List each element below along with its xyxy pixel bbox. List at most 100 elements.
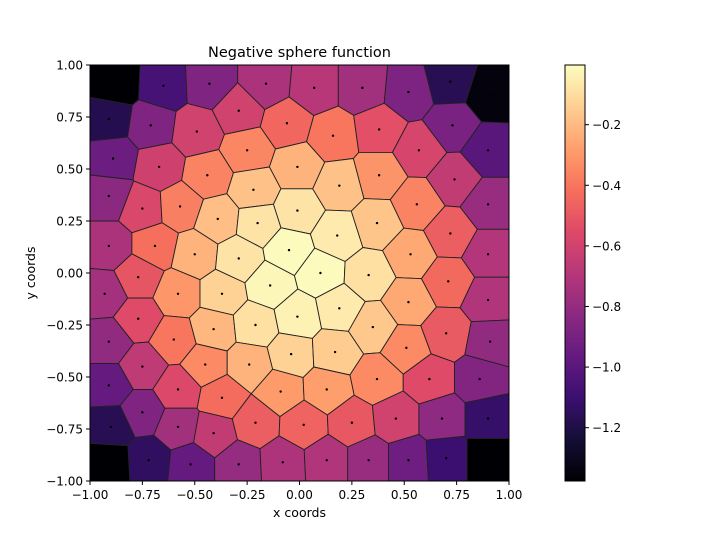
x-tick-label: 0.00 xyxy=(286,488,313,502)
seed-point xyxy=(157,165,161,169)
seed-point xyxy=(338,184,341,187)
seed-point xyxy=(409,253,412,256)
seed-point xyxy=(449,232,452,235)
seed-point xyxy=(176,292,180,295)
seed-point xyxy=(325,459,328,462)
seed-point xyxy=(449,80,452,83)
seed-point xyxy=(488,92,492,96)
voronoi-cell xyxy=(466,437,509,481)
seed-point xyxy=(178,205,182,208)
seed-point xyxy=(208,82,211,85)
seed-point xyxy=(153,244,157,248)
x-tick-label: −0.50 xyxy=(176,488,213,502)
seed-point xyxy=(486,149,490,152)
y-tick-label: −0.75 xyxy=(46,423,83,437)
seed-point xyxy=(172,338,175,341)
seed-point xyxy=(109,425,113,429)
seed-point xyxy=(377,174,381,177)
y-tick-label: −0.25 xyxy=(46,319,83,333)
seed-point xyxy=(141,365,144,368)
seed-point xyxy=(248,363,251,366)
seed-point xyxy=(204,363,207,366)
seed-point xyxy=(237,463,240,466)
seed-point xyxy=(488,340,492,343)
seed-point xyxy=(220,292,224,295)
seed-point xyxy=(453,178,456,181)
colorbar-tick-label: −1.0 xyxy=(592,361,621,375)
seed-point xyxy=(440,417,444,420)
seed-point xyxy=(336,234,339,237)
voronoi-cell xyxy=(90,136,139,181)
seed-point xyxy=(136,275,140,279)
voronoi-cell xyxy=(303,433,349,481)
seed-point xyxy=(193,253,196,256)
seed-point xyxy=(486,417,490,420)
seed-point xyxy=(107,244,111,248)
seed-point xyxy=(141,207,144,210)
seed-point xyxy=(486,253,490,256)
colorbar-tick-label: −0.8 xyxy=(592,300,621,314)
voronoi-cell xyxy=(214,439,263,481)
seed-point xyxy=(107,461,111,464)
seed-point xyxy=(331,134,335,137)
seed-point xyxy=(486,456,490,460)
voronoi-cell xyxy=(388,433,429,481)
seed-point xyxy=(375,221,379,225)
seed-point xyxy=(338,307,341,310)
seed-point xyxy=(220,396,224,399)
seed-point xyxy=(486,203,490,206)
seed-point xyxy=(107,340,111,343)
seed-point xyxy=(149,124,152,127)
seed-point xyxy=(319,271,322,275)
seed-point xyxy=(176,425,180,429)
y-tick-label: 0.75 xyxy=(56,111,83,125)
voronoi-cell xyxy=(347,434,389,481)
seed-point xyxy=(254,421,257,424)
y-tick-label: 0.00 xyxy=(56,267,83,281)
seed-point xyxy=(367,273,370,277)
y-tick-label: −0.50 xyxy=(46,371,83,385)
x-tick-label: −0.75 xyxy=(124,488,161,502)
seed-point xyxy=(107,117,111,121)
seed-point xyxy=(444,456,448,460)
seed-point xyxy=(237,257,240,260)
seed-point xyxy=(107,384,111,387)
seed-point xyxy=(111,157,115,160)
seed-point xyxy=(415,203,419,206)
seed-point xyxy=(176,388,180,391)
seed-point xyxy=(216,217,219,221)
seed-point xyxy=(451,124,454,127)
seed-point xyxy=(113,82,117,85)
x-tick-label: 1.00 xyxy=(496,488,523,502)
seed-point xyxy=(195,130,199,133)
seed-point xyxy=(312,86,316,90)
seed-point xyxy=(285,122,289,125)
seed-point xyxy=(141,411,144,414)
seed-point xyxy=(268,284,272,287)
seed-point xyxy=(478,377,481,381)
x-axis-label: x coords xyxy=(273,505,326,520)
seed-point xyxy=(212,431,215,435)
seed-point xyxy=(189,463,192,466)
seed-point xyxy=(333,350,337,354)
seed-point xyxy=(237,109,240,112)
seed-point xyxy=(245,149,249,152)
seed-points xyxy=(103,80,492,466)
y-tick-label: 1.00 xyxy=(56,59,83,73)
seed-point xyxy=(407,300,410,304)
colorbar-axis: −1.2 −1.0 −0.8 −0.6 −0.4 −0.2 xyxy=(585,118,621,435)
seed-point xyxy=(407,459,410,462)
seed-point xyxy=(206,174,209,177)
colorbar-tick-label: −0.4 xyxy=(592,179,621,193)
seed-point xyxy=(281,461,284,464)
seed-point xyxy=(325,388,328,391)
y-tick-label: −1.00 xyxy=(46,475,83,489)
seed-point xyxy=(394,417,398,420)
x-tick-label: −0.25 xyxy=(229,488,266,502)
chart-title: Negative sphere function xyxy=(208,45,391,61)
seed-point xyxy=(375,377,379,381)
seed-point xyxy=(147,459,150,462)
seed-point xyxy=(486,298,490,302)
voronoi-cell xyxy=(90,97,133,142)
